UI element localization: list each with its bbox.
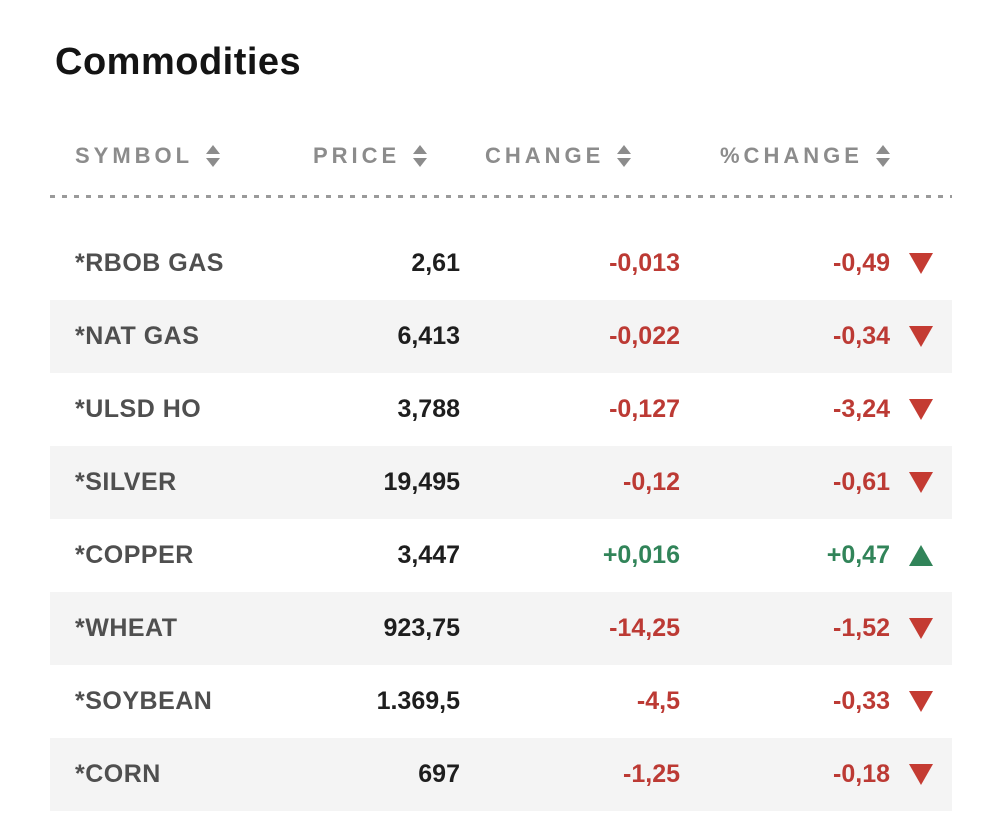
change-cell: -4,5 [636,687,680,715]
down-triangle-icon [909,472,933,493]
symbol-cell[interactable]: *WHEAT [75,614,178,642]
change-cell: -0,013 [609,249,680,277]
change-cell: -14,25 [609,614,680,642]
table-row[interactable]: *SOYBEAN 1.369,5 -4,5 -0,33 [50,665,952,738]
down-triangle-icon [909,618,933,639]
table-row[interactable]: *CORN 697 -1,25 -0,18 [50,738,952,811]
table-row[interactable]: *RBOB GAS 2,61 -0,013 -0,49 [50,227,952,300]
change-cell: -1,25 [623,760,680,788]
symbol-cell[interactable]: *SILVER [75,468,177,496]
column-header-price[interactable]: PRICE [288,143,460,169]
column-header-change-label: CHANGE [485,143,605,168]
price-cell: 19,495 [383,468,460,496]
price-cell: 923,75 [383,614,460,642]
table-row[interactable]: *SILVER 19,495 -0,12 -0,61 [50,446,952,519]
column-header-symbol[interactable]: SYMBOL [50,143,288,169]
price-cell: 697 [418,760,460,788]
price-cell: 2,61 [411,249,460,277]
pct-change-cell: -0,61 [833,468,890,496]
direction-cell [890,738,952,811]
column-header-pct-change-label: %CHANGE [720,143,863,168]
up-triangle-icon [909,545,933,566]
direction-cell [890,300,952,373]
symbol-cell[interactable]: *RBOB GAS [75,249,224,277]
price-cell: 3,788 [397,395,460,423]
pct-change-cell: -3,24 [833,395,890,423]
pct-change-cell: -0,18 [833,760,890,788]
pct-change-cell: +0,47 [826,541,890,569]
symbol-cell[interactable]: *ULSD HO [75,395,202,423]
direction-cell [890,446,952,519]
column-header-price-label: PRICE [313,143,401,168]
column-header-pct-change[interactable]: %CHANGE [695,143,952,169]
price-cell: 3,447 [397,541,460,569]
pct-change-cell: -0,33 [833,687,890,715]
down-triangle-icon [909,399,933,420]
sort-arrows-icon[interactable] [413,145,428,167]
price-cell: 6,413 [397,322,460,350]
table-row[interactable]: *COPPER 3,447 +0,016 +0,47 [50,519,952,592]
direction-cell [890,592,952,665]
column-header-symbol-label: SYMBOL [75,143,194,168]
pct-change-cell: -0,49 [833,249,890,277]
direction-cell [890,519,952,592]
sort-arrows-icon[interactable] [206,145,221,167]
symbol-cell[interactable]: *NAT GAS [75,322,200,350]
pct-change-cell: -1,52 [833,614,890,642]
table-row[interactable]: *ULSD HO 3,788 -0,127 -3,24 [50,373,952,446]
symbol-cell[interactable]: *COPPER [75,541,194,569]
change-cell: -0,127 [609,395,680,423]
direction-cell [890,227,952,300]
page-title: Commodities [55,41,302,84]
pct-change-cell: -0,34 [833,322,890,350]
down-triangle-icon [909,764,933,785]
price-cell: 1.369,5 [376,687,460,715]
table-header: SYMBOL PRICE CHANGE %CHANGE [50,128,952,184]
commodities-table: SYMBOL PRICE CHANGE %CHANGE *RBOB GAS 2,… [50,128,952,811]
change-cell: -0,12 [623,468,680,496]
header-divider [50,195,952,198]
table-row[interactable]: *NAT GAS 6,413 -0,022 -0,34 [50,300,952,373]
change-cell: -0,022 [609,322,680,350]
down-triangle-icon [909,326,933,347]
sort-arrows-icon[interactable] [617,145,632,167]
column-header-change[interactable]: CHANGE [460,143,695,169]
sort-arrows-icon[interactable] [875,145,890,167]
down-triangle-icon [909,691,933,712]
direction-cell [890,665,952,738]
table-body: *RBOB GAS 2,61 -0,013 -0,49 *NAT GAS 6,4… [50,227,952,811]
symbol-cell[interactable]: *SOYBEAN [75,687,213,715]
down-triangle-icon [909,253,933,274]
direction-cell [890,373,952,446]
change-cell: +0,016 [602,541,680,569]
symbol-cell[interactable]: *CORN [75,760,161,788]
table-row[interactable]: *WHEAT 923,75 -14,25 -1,52 [50,592,952,665]
